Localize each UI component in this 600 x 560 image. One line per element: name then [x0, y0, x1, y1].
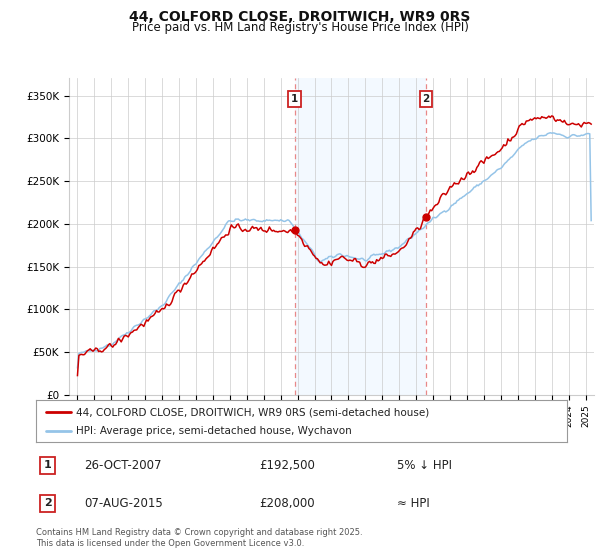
Text: Contains HM Land Registry data © Crown copyright and database right 2025.
This d: Contains HM Land Registry data © Crown c… — [36, 528, 362, 548]
Bar — [295, 78, 426, 395]
Text: 2: 2 — [44, 498, 52, 508]
Text: 44, COLFORD CLOSE, DROITWICH, WR9 0RS (semi-detached house): 44, COLFORD CLOSE, DROITWICH, WR9 0RS (s… — [76, 407, 429, 417]
Text: 5% ↓ HPI: 5% ↓ HPI — [397, 459, 452, 472]
Text: 1: 1 — [291, 94, 298, 104]
Text: Price paid vs. HM Land Registry's House Price Index (HPI): Price paid vs. HM Land Registry's House … — [131, 21, 469, 34]
Text: 2: 2 — [422, 94, 430, 104]
Text: £208,000: £208,000 — [259, 497, 314, 510]
Text: 44, COLFORD CLOSE, DROITWICH, WR9 0RS: 44, COLFORD CLOSE, DROITWICH, WR9 0RS — [130, 10, 470, 24]
Text: HPI: Average price, semi-detached house, Wychavon: HPI: Average price, semi-detached house,… — [76, 426, 352, 436]
Text: 26-OCT-2007: 26-OCT-2007 — [84, 459, 161, 472]
Text: 1: 1 — [44, 460, 52, 470]
Text: £192,500: £192,500 — [259, 459, 315, 472]
Text: ≈ HPI: ≈ HPI — [397, 497, 430, 510]
Text: 07-AUG-2015: 07-AUG-2015 — [84, 497, 163, 510]
